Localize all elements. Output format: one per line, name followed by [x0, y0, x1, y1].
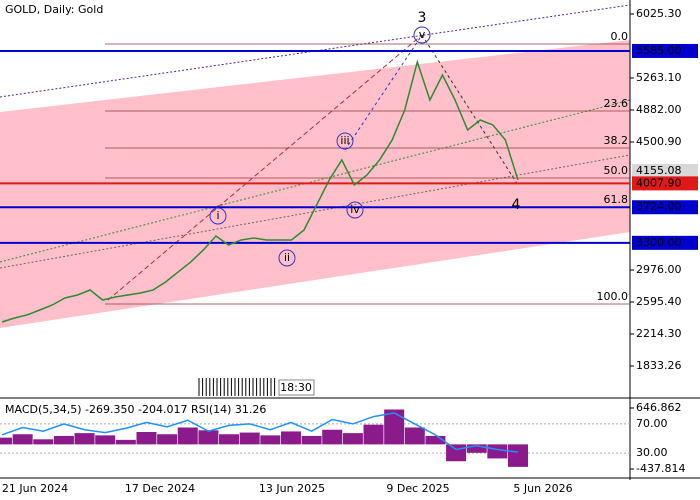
macd-bar: [74, 433, 95, 445]
y-tick-label: 2595.40: [636, 295, 682, 308]
rsi-line: [1, 412, 519, 453]
timer-box: [278, 379, 315, 396]
macd-bar: [53, 435, 74, 445]
macd-bar: [487, 444, 508, 459]
level-label: 4007.90: [636, 176, 682, 189]
wave-line: [344, 34, 423, 151]
macd-bar: [260, 435, 281, 445]
x-tick-label: 13 Jun 2025: [259, 482, 325, 495]
wave-circle: [413, 26, 431, 44]
macd-bar: [404, 427, 425, 445]
macd-bar: [12, 434, 33, 445]
wave-line: [107, 34, 423, 301]
macd-bar: [322, 429, 343, 445]
macd-bar: [136, 431, 157, 445]
wave-circle: [278, 249, 296, 267]
level-label: 5585.00: [636, 44, 682, 57]
macd-bar: [363, 424, 384, 445]
macd-bar: [0, 437, 12, 445]
timer: 18:30: [280, 381, 312, 394]
channel-line: [0, 154, 631, 269]
macd-bar: [239, 432, 260, 445]
y-tick-label: 5263.10: [636, 71, 682, 84]
macd-bar: [508, 444, 528, 467]
wave-label: iii: [340, 134, 349, 147]
y-tick-label: 1833.26: [636, 359, 682, 372]
wave-circle: [346, 201, 364, 219]
y-tick-label: 2214.30: [636, 327, 682, 340]
y-tick-label: 2976.00: [636, 263, 682, 276]
x-tick-label: 17 Dec 2024: [125, 482, 195, 495]
level-box: [632, 235, 698, 250]
fib-label: 0.0: [611, 30, 629, 43]
level-box: [632, 43, 698, 58]
wave-label: i: [216, 209, 219, 222]
fib-label: 50.0: [604, 164, 629, 177]
level-box: [632, 200, 698, 215]
y-tick-label: 4500.90: [636, 135, 682, 148]
channel-line: [0, 99, 631, 263]
wave-label: v: [419, 28, 426, 41]
y-tick-label: 646.862: [636, 401, 682, 414]
macd-bar: [33, 439, 54, 445]
macd-bar: [342, 433, 363, 445]
wave-circle: [336, 132, 354, 150]
y-tick-label: 70.00: [636, 417, 668, 430]
wave-label: ii: [284, 251, 290, 264]
fib-label: 23.6: [604, 97, 629, 110]
level-label: 3300.00: [636, 236, 682, 249]
macd-bar: [425, 435, 446, 445]
wave-label: 4: [512, 197, 521, 213]
macd-bar: [466, 444, 487, 453]
macd-bar: [384, 409, 405, 445]
x-tick-label: 5 Jun 2026: [513, 482, 572, 495]
fib-label: 100.0: [597, 290, 629, 303]
wave-label: iv: [350, 203, 360, 216]
macd-bar: [115, 439, 136, 445]
chart-title: GOLD, Daily: Gold: [5, 3, 103, 16]
macd-bar: [280, 431, 301, 445]
price-box: [632, 164, 698, 179]
y-tick-label: 4882.00: [636, 103, 682, 116]
price-label: 4155.08: [636, 164, 682, 177]
y-tick-label: 30.00: [636, 446, 668, 459]
fib-label: 38.2: [604, 134, 629, 147]
macd-bar: [157, 434, 178, 445]
macd-bar: [198, 430, 219, 445]
y-tick-label: 6025.30: [636, 7, 682, 20]
wave-circle: [209, 207, 227, 225]
level-label: 3724.00: [636, 200, 682, 213]
wave-label: 3: [418, 10, 427, 26]
macd-bar: [446, 444, 467, 462]
macd-bar: [177, 427, 198, 445]
x-tick-label: 9 Dec 2025: [386, 482, 449, 495]
x-tick-label: 21 Jun 2024: [2, 482, 68, 495]
level-box: [632, 176, 698, 191]
price-line: [1, 59, 519, 323]
macd-bar: [301, 435, 322, 445]
indicator-title: MACD(5,34,5) -269.350 -204.017 RSI(14) 3…: [5, 403, 266, 416]
fib-label: 61.8: [604, 193, 629, 206]
macd-bar: [219, 434, 240, 445]
macd-bar: [95, 435, 116, 445]
y-tick-label: -437.814: [636, 462, 685, 475]
